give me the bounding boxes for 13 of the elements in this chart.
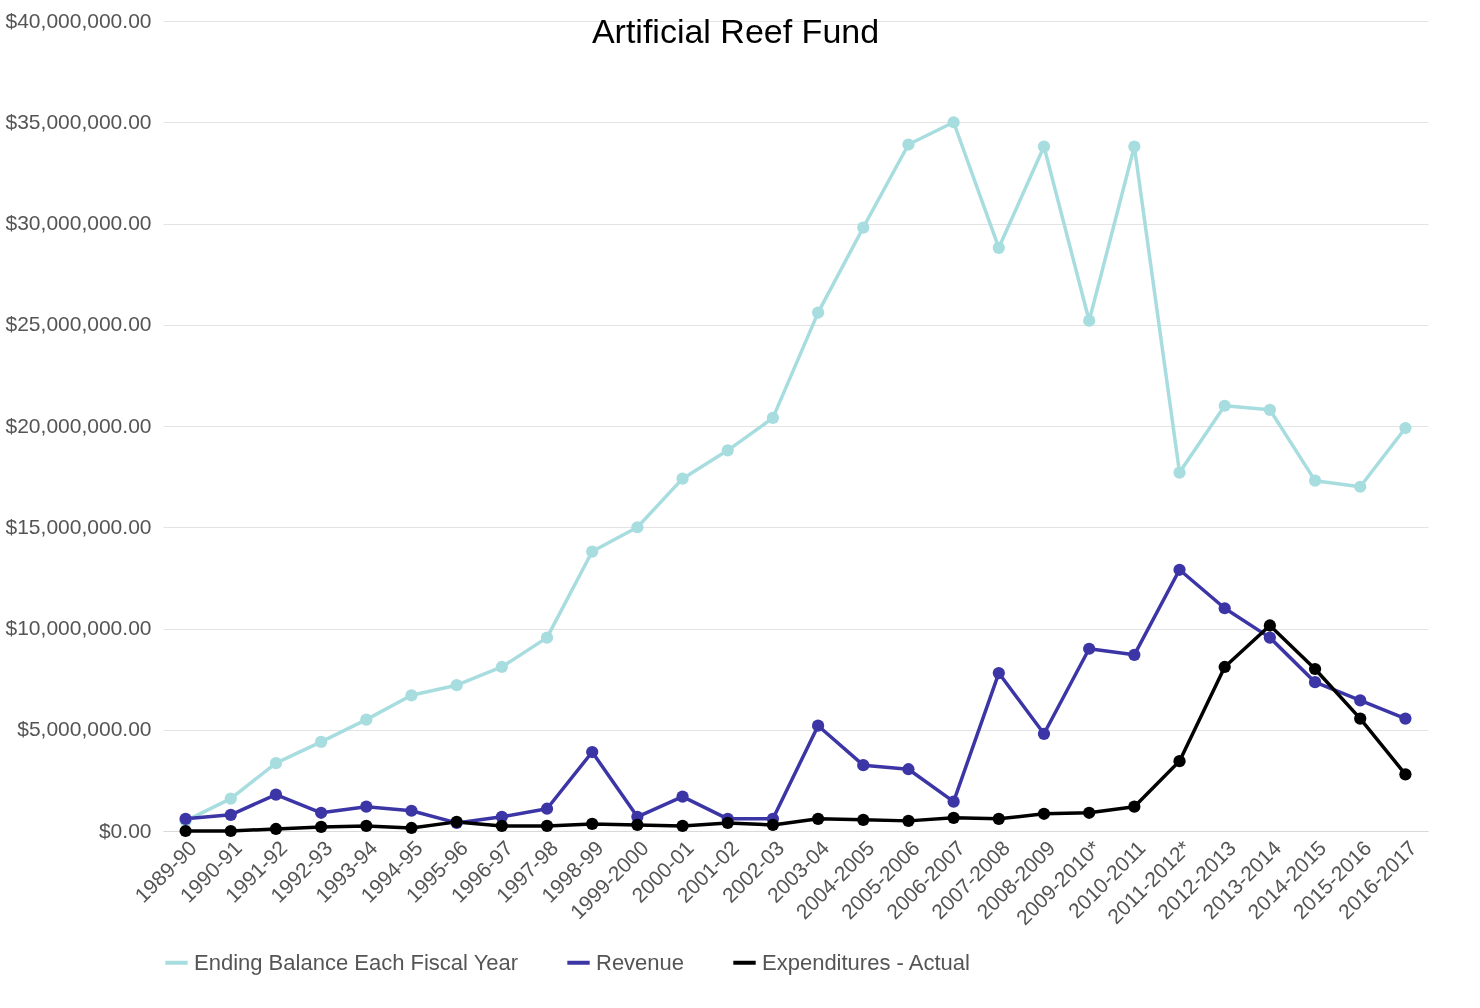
y-tick-label: $20,000,000.00 (5, 413, 152, 437)
y-tick-label: $0.00 (98, 818, 152, 842)
legend-label: Ending Balance Each Fiscal Year (194, 949, 519, 975)
y-tick-label: $10,000,000.00 (5, 616, 152, 639)
legend-label: Revenue (596, 949, 685, 975)
chart-title: Artificial Reef Fund (591, 12, 880, 50)
y-tick-label: $5,000,000.00 (17, 717, 152, 741)
y-tick-label: $15,000,000.00 (5, 514, 152, 538)
y-tick-label: $35,000,000.00 (5, 109, 152, 133)
y-tick-label: $30,000,000.00 (5, 211, 152, 234)
legend-label: Expenditures - Actual (762, 949, 970, 975)
y-tick-label: $25,000,000.00 (5, 312, 152, 336)
y-tick-label: $40,000,000.00 (5, 8, 152, 32)
